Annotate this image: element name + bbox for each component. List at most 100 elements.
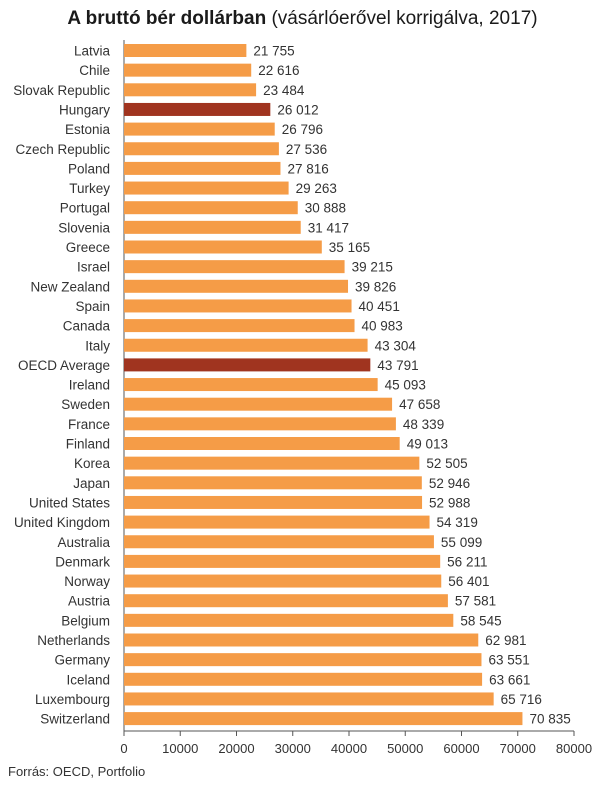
value-label: 56 401 (448, 574, 489, 589)
category-label: Greece (66, 240, 110, 255)
category-label: Spain (75, 299, 110, 314)
x-tick-label: 10000 (162, 741, 198, 756)
x-tick-label: 80000 (556, 741, 592, 756)
value-label: 54 319 (437, 515, 478, 530)
value-label: 62 981 (485, 633, 526, 648)
x-tick-label: 20000 (218, 741, 254, 756)
category-label: Chile (79, 63, 110, 78)
category-label: Australia (57, 535, 110, 550)
value-label: 45 093 (385, 378, 426, 393)
value-label: 47 658 (399, 397, 440, 412)
bar (124, 378, 378, 392)
bar (124, 515, 430, 529)
category-label: Czech Republic (15, 142, 110, 157)
value-label: 30 888 (305, 201, 346, 216)
bar (124, 319, 355, 333)
category-label: Poland (68, 161, 110, 176)
category-label: France (68, 417, 110, 432)
value-label: 52 946 (429, 476, 470, 491)
bar (124, 279, 349, 293)
bar (124, 142, 279, 156)
bar (124, 456, 420, 470)
category-label: Italy (85, 338, 110, 353)
category-label: Estonia (65, 122, 111, 137)
value-label: 39 826 (355, 279, 396, 294)
x-tick-label: 30000 (275, 741, 311, 756)
category-label: Portugal (60, 201, 110, 216)
bar-highlighted (124, 358, 371, 372)
x-tick-label: 50000 (387, 741, 423, 756)
bar (124, 220, 301, 234)
value-label: 63 661 (489, 672, 530, 687)
value-label: 23 484 (263, 83, 305, 98)
value-label: 57 581 (455, 594, 496, 609)
value-label: 65 716 (501, 692, 542, 707)
value-label: 56 211 (447, 554, 487, 569)
category-label: Sweden (61, 397, 110, 412)
value-label: 55 099 (441, 535, 482, 550)
x-tick-label: 40000 (331, 741, 367, 756)
bar (124, 240, 322, 254)
value-label: 27 816 (287, 161, 328, 176)
category-label: Germany (54, 653, 110, 668)
category-label: Belgium (61, 613, 110, 628)
bar (124, 653, 482, 667)
bar (124, 181, 289, 195)
source-note: Forrás: OECD, Portfolio (8, 764, 146, 779)
bar (124, 712, 523, 726)
chart-title: A bruttó bér dollárban (vásárlóerővel ko… (0, 8, 605, 30)
bar (124, 417, 396, 431)
bar (124, 476, 422, 490)
value-label: 63 551 (488, 653, 529, 668)
bar (124, 495, 423, 509)
category-label: Hungary (59, 102, 110, 117)
category-label: Austria (68, 594, 111, 609)
category-label: Latvia (74, 44, 111, 59)
value-label: 35 165 (329, 240, 370, 255)
category-label: Korea (74, 456, 111, 471)
value-label: 29 263 (296, 181, 337, 196)
category-label: Slovak Republic (13, 83, 110, 98)
category-label: Slovenia (58, 220, 110, 235)
x-tick-label: 0 (120, 741, 127, 756)
value-label: 21 755 (253, 44, 294, 59)
value-label: 27 536 (286, 142, 327, 157)
category-label: Norway (64, 574, 110, 589)
category-label: Turkey (69, 181, 110, 196)
bar (124, 201, 298, 215)
x-tick-label: 60000 (443, 741, 479, 756)
category-label: New Zealand (30, 279, 110, 294)
value-label: 26 796 (282, 122, 323, 137)
bar (124, 63, 252, 77)
chart-title-bold: A bruttó bér dollárban (67, 8, 267, 29)
x-tick-label: 70000 (500, 741, 536, 756)
category-label: OECD Average (18, 358, 110, 373)
value-label: 40 451 (359, 299, 400, 314)
bar (124, 672, 483, 686)
value-label: 31 417 (308, 220, 349, 235)
bar (124, 613, 454, 627)
value-label: 70 835 (529, 712, 570, 727)
category-label: Ireland (69, 378, 110, 393)
category-label: United Kingdom (14, 515, 110, 530)
bar (124, 633, 479, 647)
category-label: Iceland (66, 672, 110, 687)
bar (124, 260, 345, 274)
value-label: 39 215 (352, 260, 393, 275)
value-label: 22 616 (258, 63, 299, 78)
value-label: 26 012 (277, 102, 318, 117)
bar (124, 299, 352, 313)
bar (124, 554, 441, 568)
category-label: Netherlands (37, 633, 110, 648)
category-label: Japan (73, 476, 110, 491)
category-label: Denmark (55, 554, 110, 569)
bar (124, 437, 400, 450)
bar (124, 44, 247, 57)
bar (124, 161, 281, 175)
category-label: Switzerland (40, 712, 110, 727)
bar (124, 83, 257, 97)
value-label: 40 983 (362, 319, 403, 334)
bar (124, 397, 393, 411)
bar (124, 535, 434, 549)
